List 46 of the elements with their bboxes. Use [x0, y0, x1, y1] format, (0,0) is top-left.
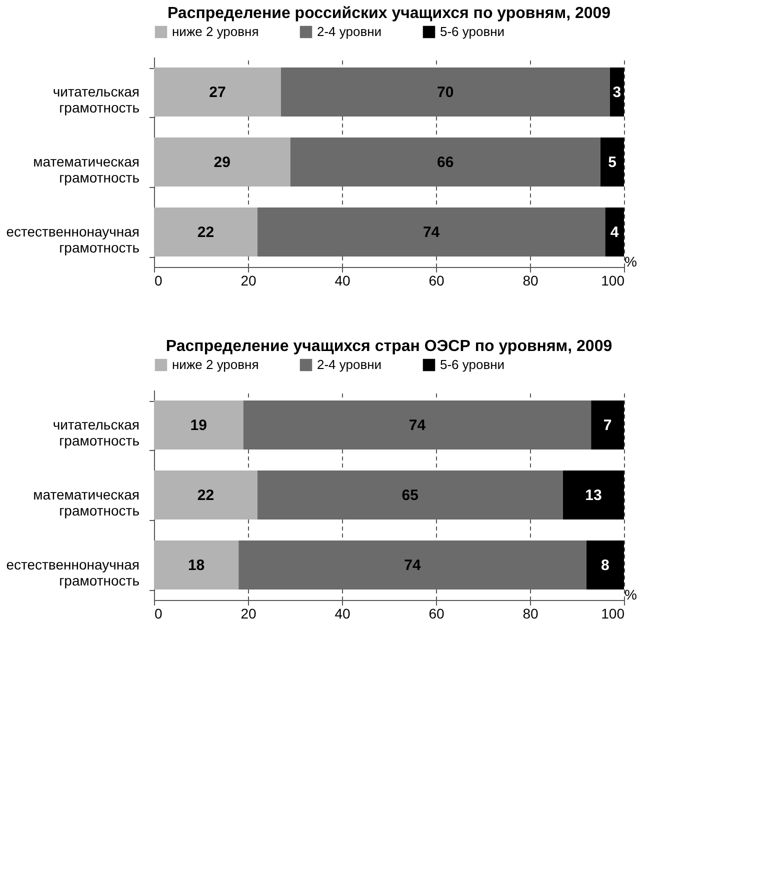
y-tick-label: естественнонаучная грамотность	[6, 224, 140, 256]
chart-title: Распределение российских учащихся по уровням, 2009	[167, 5, 611, 22]
x-tick-label: 60	[428, 606, 444, 622]
x-tick-label: 0	[154, 272, 162, 288]
data-label: 18	[188, 557, 205, 574]
legend-label: 2-4 уровни	[317, 357, 382, 372]
data-label: 4	[610, 224, 620, 241]
legend-label: ниже 2 уровня	[172, 357, 259, 372]
y-tick-label: читательская грамотность	[52, 416, 140, 448]
x-tick-label: 20	[240, 272, 256, 288]
x-tick-label: 60	[428, 272, 444, 288]
y-tick-label: естественнонаучная грамотность	[6, 556, 140, 588]
x-tick-label: 20	[240, 606, 256, 622]
x-axis-title: %	[624, 586, 637, 602]
data-label: 7	[603, 417, 612, 434]
data-label: 22	[197, 224, 214, 241]
data-label: 5	[608, 154, 616, 171]
x-tick-label: 100	[601, 606, 625, 622]
legend-label: ниже 2 уровня	[172, 24, 259, 39]
x-tick-label: 80	[522, 606, 538, 622]
data-label: 65	[402, 487, 418, 504]
data-label: 66	[437, 154, 454, 171]
y-tick-label: читательская грамотность	[52, 84, 140, 116]
x-tick-label: 0	[154, 606, 162, 622]
chart-title: Распределение учащихся стран ОЭСР по уровням, 2009	[166, 338, 612, 355]
x-tick-label: 40	[334, 272, 350, 288]
legend-label: 2-4 уровни	[317, 24, 382, 39]
x-tick-label: 80	[522, 272, 538, 288]
data-label: 74	[422, 224, 440, 241]
data-label: 74	[408, 417, 426, 434]
y-tick-label: математическая грамотность	[33, 154, 140, 186]
data-label: 19	[190, 417, 207, 434]
legend-label: 5-6 уровни	[440, 357, 505, 372]
data-label: 13	[585, 487, 602, 504]
legend-label: 5-6 уровни	[440, 24, 505, 39]
y-tick-label: математическая грамотность	[33, 486, 140, 518]
data-label: 74	[404, 557, 422, 574]
data-label: 22	[197, 487, 214, 504]
data-label: 27	[209, 84, 226, 101]
x-axis-title: %	[624, 254, 637, 270]
data-label: 29	[214, 154, 230, 171]
data-label: 70	[437, 84, 454, 101]
data-label: 8	[601, 557, 610, 574]
x-tick-label: 40	[334, 606, 350, 622]
data-label: 3	[612, 84, 622, 101]
x-tick-label: 100	[601, 272, 625, 288]
